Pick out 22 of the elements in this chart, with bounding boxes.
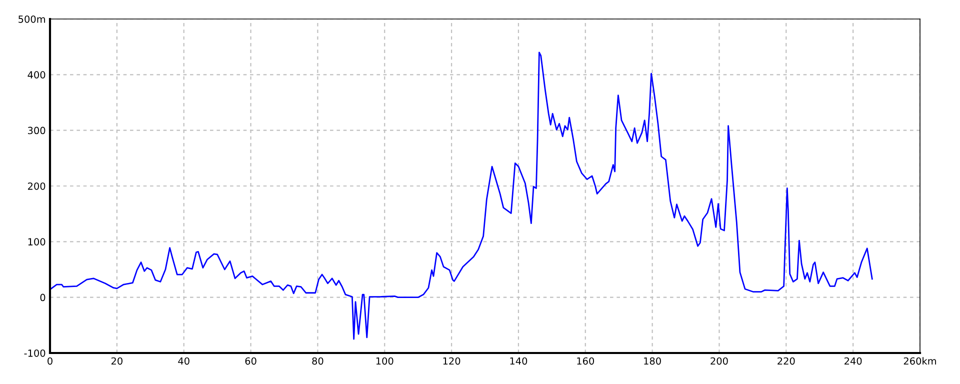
y-tick-label: 500m	[18, 15, 46, 23]
x-tick-label: 120	[443, 357, 460, 365]
x-tick-label: 60	[245, 357, 256, 365]
x-tick-label: 200	[710, 357, 728, 365]
x-tick-label: 260km	[904, 357, 936, 365]
x-tick-label: 20	[111, 357, 122, 365]
x-tick-label: 240	[844, 357, 862, 365]
y-tick-label: -100	[24, 349, 46, 357]
x-tick-label: 100	[376, 357, 394, 365]
x-tick-label: 140	[510, 357, 528, 365]
x-tick-label: 180	[644, 357, 661, 365]
y-tick-label: 0	[40, 294, 46, 302]
y-tick-label: 100	[28, 238, 46, 246]
x-tick-label: 40	[178, 357, 190, 365]
x-tick-label: 0	[48, 357, 52, 365]
x-tick-label: 220	[778, 357, 795, 365]
line-series	[50, 52, 873, 340]
y-tick-label: 400	[28, 71, 46, 78]
y-tick-label: 300	[28, 126, 46, 134]
y-tick-label: 200	[28, 182, 46, 190]
x-tick-label: 160	[577, 357, 594, 365]
x-tick-label: 80	[312, 357, 324, 365]
